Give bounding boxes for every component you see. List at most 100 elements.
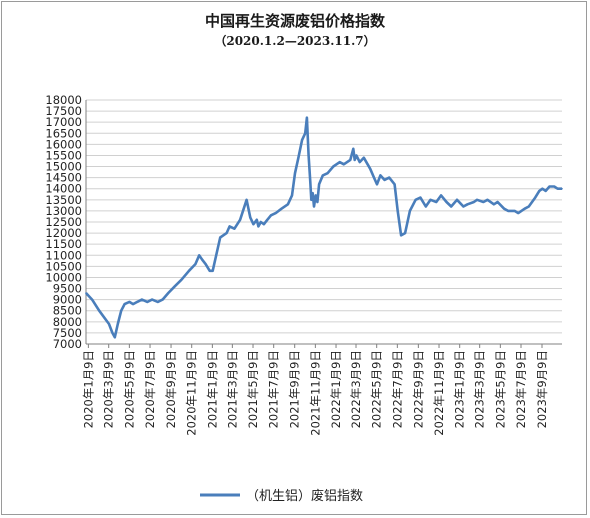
- data-point: [379, 174, 382, 177]
- y-tick-label: 11000: [45, 248, 82, 262]
- data-point: [396, 210, 399, 212]
- x-tick-label: 2022年9月9日: [411, 350, 425, 428]
- data-point: [225, 232, 228, 234]
- y-tick-label: 7500: [53, 326, 82, 340]
- data-point: [383, 179, 386, 181]
- data-point: [91, 298, 93, 301]
- data-point: [400, 234, 402, 237]
- data-point: [85, 292, 87, 294]
- data-point: [174, 285, 176, 288]
- y-tick-label: 13000: [45, 204, 82, 218]
- data-point: [440, 194, 442, 197]
- data-point: [132, 303, 134, 305]
- data-point: [98, 309, 100, 312]
- data-point: [409, 210, 411, 212]
- data-point: [553, 185, 555, 188]
- chart-subtitle: （2020.1.2—2023.11.7）: [214, 34, 376, 48]
- x-tick-label: 2023年7月9日: [514, 350, 528, 428]
- data-point: [435, 201, 438, 203]
- x-tick-label: 2022年3月9日: [349, 350, 363, 428]
- data-point: [314, 194, 317, 197]
- x-tick-label: 2021年1月9日: [205, 350, 219, 428]
- data-point: [309, 181, 312, 183]
- data-point: [534, 196, 536, 199]
- data-point: [503, 207, 505, 210]
- x-tick-label: 2021年11月9日: [308, 350, 322, 436]
- data-point: [369, 168, 372, 170]
- y-tick-label: 17000: [45, 115, 82, 129]
- data-point: [482, 201, 485, 203]
- data-point: [561, 187, 563, 190]
- data-point: [188, 270, 190, 272]
- data-point: [245, 199, 248, 201]
- data-point: [270, 214, 272, 217]
- x-tick-label: 2021年5月9日: [246, 350, 260, 428]
- data-point: [136, 301, 138, 303]
- data-point: [167, 292, 170, 294]
- data-point: [404, 232, 406, 234]
- data-point: [204, 263, 207, 265]
- data-point: [523, 207, 526, 210]
- data-point: [353, 159, 356, 161]
- data-point: [257, 225, 260, 228]
- data-point: [528, 205, 530, 208]
- x-tick-label: 2021年7月9日: [267, 350, 281, 428]
- data-point: [332, 165, 335, 168]
- data-point: [373, 176, 375, 179]
- x-tick-label: 2022年5月9日: [370, 350, 384, 428]
- y-tick-label: 10500: [45, 259, 82, 273]
- y-tick-label: 9000: [53, 293, 82, 307]
- y-tick-label: 15500: [45, 148, 82, 162]
- y-tick-label: 18000: [45, 93, 82, 107]
- data-point: [548, 185, 551, 188]
- data-point: [311, 192, 314, 194]
- data-point: [318, 183, 320, 186]
- data-point: [111, 332, 114, 334]
- x-tick-label: 2023年1月9日: [453, 350, 467, 428]
- data-point: [513, 210, 516, 212]
- data-point: [141, 298, 143, 301]
- data-point: [201, 258, 203, 261]
- data-point: [425, 205, 427, 208]
- data-point: [194, 263, 197, 265]
- data-point: [462, 205, 465, 208]
- y-tick-label: 10000: [45, 270, 82, 284]
- data-point: [450, 205, 453, 208]
- data-point: [266, 219, 269, 221]
- data-point: [263, 223, 265, 225]
- x-tick-label: 2020年11月9日: [185, 350, 199, 436]
- y-tick-label: 17500: [45, 104, 82, 118]
- data-point: [388, 176, 391, 179]
- x-tick-label: 2022年11月9日: [432, 350, 446, 436]
- data-point: [556, 187, 559, 190]
- data-point: [198, 254, 200, 257]
- data-point: [294, 172, 296, 174]
- data-point: [228, 225, 231, 228]
- data-point: [466, 203, 469, 206]
- y-tick-label: 9500: [53, 282, 82, 296]
- data-point: [355, 154, 358, 157]
- data-point: [151, 298, 153, 301]
- y-tick-label: 8500: [53, 304, 82, 318]
- data-point: [358, 161, 361, 163]
- data-point: [157, 301, 159, 303]
- data-point: [287, 203, 289, 206]
- data-point: [493, 203, 495, 206]
- data-point: [326, 172, 329, 174]
- x-tick-label: 2020年7月9日: [143, 350, 157, 428]
- x-tick-label: 2023年9月9日: [535, 350, 549, 428]
- data-point: [252, 223, 255, 225]
- data-point: [120, 309, 122, 312]
- data-point: [352, 148, 355, 150]
- data-point: [233, 227, 236, 230]
- x-tick-label: 2022年1月9日: [329, 350, 343, 428]
- data-point: [211, 270, 214, 272]
- data-point: [456, 199, 458, 201]
- data-point: [219, 236, 221, 239]
- x-tick-label: 2021年9月9日: [288, 350, 302, 428]
- data-point: [306, 116, 308, 119]
- data-point: [343, 163, 345, 166]
- data-point: [517, 212, 520, 214]
